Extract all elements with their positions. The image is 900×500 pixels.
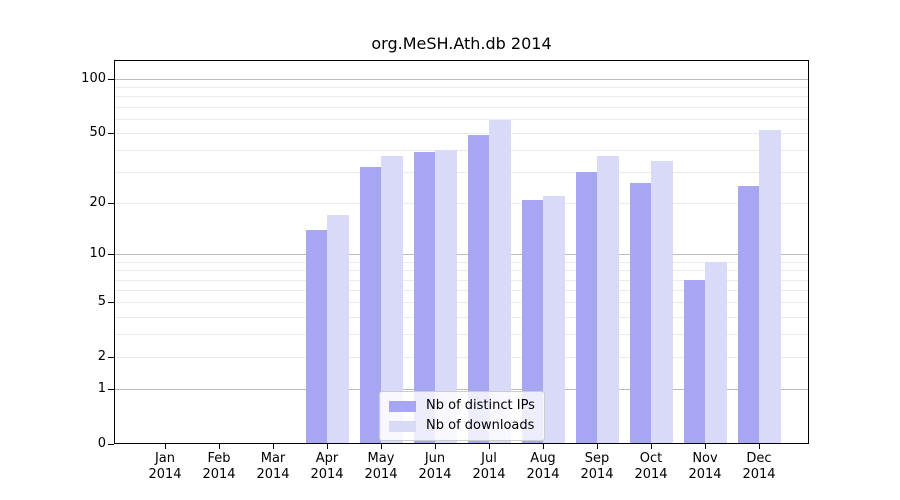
y-tick-label-1: 1 bbox=[97, 381, 106, 397]
y-tick-label-10: 10 bbox=[89, 246, 106, 262]
bar-distinct-ips-dec bbox=[737, 186, 759, 443]
x-tick-label-aug: Aug 2014 bbox=[526, 451, 560, 482]
gridline-10 bbox=[115, 254, 808, 256]
x-tick-label-oct: Oct 2014 bbox=[634, 451, 668, 482]
gridline-100 bbox=[115, 79, 808, 80]
bar-distinct-ips-jul bbox=[467, 134, 489, 443]
y-tick-mark bbox=[108, 302, 114, 304]
y-tick-mark bbox=[108, 254, 114, 256]
y-tick-mark bbox=[108, 444, 114, 445]
y-tick-mark bbox=[108, 79, 114, 80]
x-tick-mark bbox=[489, 444, 490, 449]
gridline-70 bbox=[115, 106, 808, 108]
gridline-4 bbox=[115, 316, 808, 318]
plot-area bbox=[114, 60, 809, 444]
bar-downloads-oct bbox=[651, 160, 673, 443]
bar-downloads-nov bbox=[705, 261, 727, 443]
bar-distinct-ips-oct bbox=[629, 183, 651, 443]
gridline-50 bbox=[115, 133, 808, 135]
legend-entry-distinct-ips: Nb of distinct IPs bbox=[380, 396, 544, 416]
bar-downloads-sep bbox=[597, 156, 619, 443]
gridline-7 bbox=[115, 279, 808, 281]
bar-downloads-aug bbox=[543, 196, 565, 443]
x-tick-mark bbox=[543, 444, 544, 449]
bar-downloads-dec bbox=[759, 129, 781, 443]
chart-title: org.MeSH.Ath.db 2014 bbox=[371, 34, 552, 53]
gridline-30 bbox=[115, 172, 808, 174]
y-tick-label-50: 50 bbox=[89, 125, 106, 141]
x-tick-label-nov: Nov 2014 bbox=[688, 451, 722, 482]
x-tick-mark bbox=[597, 444, 598, 449]
x-tick-label-apr: Apr 2014 bbox=[310, 451, 344, 482]
gridline-90 bbox=[115, 87, 808, 89]
y-tick-mark bbox=[108, 203, 114, 205]
x-tick-label-mar: Mar 2014 bbox=[256, 451, 290, 482]
gridline-2 bbox=[115, 357, 808, 359]
gridline-40 bbox=[115, 150, 808, 152]
legend: Nb of distinct IPs Nb of downloads bbox=[379, 391, 545, 441]
y-tick-mark bbox=[108, 357, 114, 359]
y-tick-label-20: 20 bbox=[89, 195, 106, 211]
gridline-8 bbox=[115, 270, 808, 272]
bar-downloads-jun bbox=[435, 150, 457, 443]
bar-distinct-ips-nov bbox=[683, 279, 705, 443]
x-tick-label-jul: Jul 2014 bbox=[472, 451, 506, 482]
bar-distinct-ips-may bbox=[359, 167, 381, 443]
gridline-5 bbox=[115, 302, 808, 304]
gridline-9 bbox=[115, 261, 808, 263]
x-tick-label-may: May 2014 bbox=[364, 451, 398, 482]
bar-distinct-ips-aug bbox=[521, 199, 543, 443]
legend-label-distinct-ips: Nb of distinct IPs bbox=[426, 398, 535, 413]
x-tick-mark bbox=[381, 444, 382, 449]
y-tick-mark bbox=[108, 389, 114, 391]
legend-swatch-downloads-icon bbox=[389, 420, 416, 432]
gridline-20 bbox=[115, 203, 808, 205]
x-tick-mark bbox=[219, 444, 220, 449]
x-tick-label-jun: Jun 2014 bbox=[418, 451, 452, 482]
x-tick-mark bbox=[327, 444, 328, 449]
bar-distinct-ips-sep bbox=[575, 172, 597, 443]
x-tick-label-feb: Feb 2014 bbox=[202, 451, 236, 482]
y-tick-label-2: 2 bbox=[97, 349, 106, 365]
y-tick-mark bbox=[108, 133, 114, 135]
bar-downloads-jul bbox=[489, 120, 511, 443]
bar-downloads-may bbox=[381, 156, 403, 443]
bar-distinct-ips-apr bbox=[305, 229, 327, 443]
x-tick-mark bbox=[435, 444, 436, 449]
x-tick-label-jan: Jan 2014 bbox=[148, 451, 182, 482]
legend-swatch-distinct-ips-icon bbox=[389, 400, 416, 412]
x-tick-mark bbox=[651, 444, 652, 449]
x-tick-mark bbox=[165, 444, 166, 449]
x-tick-label-sep: Sep 2014 bbox=[580, 451, 614, 482]
gridline-1 bbox=[115, 389, 808, 391]
x-tick-mark bbox=[759, 444, 760, 449]
legend-entry-downloads: Nb of downloads bbox=[380, 416, 544, 436]
gridline-60 bbox=[115, 118, 808, 120]
bar-distinct-ips-jun bbox=[413, 152, 435, 443]
x-tick-label-dec: Dec 2014 bbox=[742, 451, 776, 482]
gridline-3 bbox=[115, 334, 808, 336]
x-tick-mark bbox=[705, 444, 706, 449]
y-tick-label-0: 0 bbox=[97, 436, 106, 451]
y-tick-label-100: 100 bbox=[81, 71, 106, 86]
gridline-80 bbox=[115, 96, 808, 98]
gridline-6 bbox=[115, 290, 808, 292]
x-tick-mark bbox=[273, 444, 274, 449]
bar-downloads-apr bbox=[327, 215, 349, 443]
legend-label-downloads: Nb of downloads bbox=[426, 418, 535, 433]
y-tick-label-5: 5 bbox=[97, 294, 106, 310]
